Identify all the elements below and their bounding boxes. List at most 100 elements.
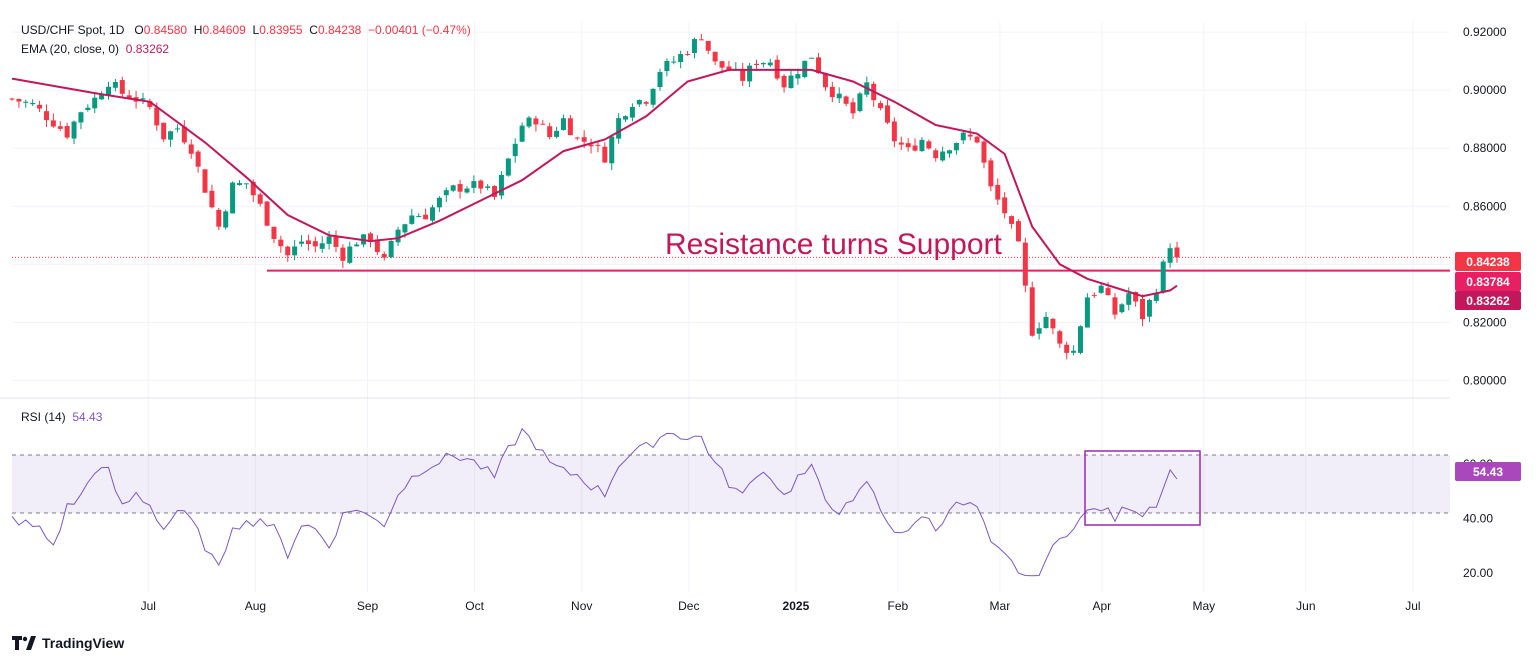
candle-body: [147, 101, 153, 107]
candle-body: [519, 125, 525, 142]
candle-body: [1105, 288, 1111, 296]
candle-body: [829, 86, 835, 98]
candle-body: [326, 236, 332, 244]
candle-body: [126, 95, 132, 99]
candle-body: [443, 190, 449, 196]
candle-body: [257, 194, 263, 204]
price-tick-label: 0.92000: [1463, 25, 1507, 39]
candle-body: [1112, 297, 1118, 315]
candle-body: [698, 39, 704, 41]
high-label: H: [193, 23, 203, 37]
candle-body: [1009, 216, 1015, 224]
candle-body: [1064, 344, 1070, 353]
candle-body: [409, 215, 415, 224]
candle-body: [1084, 297, 1090, 328]
candle-body: [381, 253, 387, 258]
candle-body: [430, 207, 436, 221]
ema-label: EMA (20, close, 0): [21, 42, 120, 56]
candle-body: [347, 246, 353, 263]
ema-price-tag: 0.83262: [1455, 291, 1521, 310]
x-tick-label: Dec: [678, 599, 699, 613]
rsi-value-tag: 54.43: [1455, 462, 1521, 481]
candle-body: [16, 98, 22, 102]
candle-body: [1002, 197, 1008, 214]
rsi-line: [11, 427, 1178, 577]
candle-body: [691, 39, 697, 54]
candle-body: [1126, 293, 1132, 305]
candle-body: [822, 73, 828, 88]
candle-body: [1091, 294, 1097, 296]
x-tick-label: Jun: [1296, 599, 1315, 613]
candle-body: [216, 209, 222, 227]
x-tick-label: Aug: [245, 599, 266, 613]
candle-body: [243, 183, 249, 185]
rsi-label: RSI (14): [21, 410, 66, 424]
candle-body: [581, 137, 587, 142]
candle-body: [947, 150, 953, 154]
candle-body: [560, 118, 566, 130]
candle-body: [898, 142, 904, 145]
candle-body: [933, 150, 939, 159]
candle-body: [1140, 299, 1146, 320]
close-label: C: [309, 23, 318, 37]
tradingview-icon: [12, 636, 36, 650]
low-label: L: [252, 23, 260, 37]
candle-body: [643, 102, 649, 104]
candle-body: [1153, 293, 1159, 301]
candle-body: [140, 98, 146, 100]
rsi-legend: RSI (14) 54.43: [21, 410, 102, 424]
candle-body: [850, 102, 856, 114]
candle-body: [340, 247, 346, 261]
candle-body: [671, 61, 677, 63]
open-value: 0.84580: [143, 23, 188, 37]
candle-body: [1036, 328, 1042, 334]
x-tick-label: Nov: [571, 599, 592, 613]
candle-body: [312, 241, 318, 247]
candle-body: [78, 112, 84, 123]
candle-body: [919, 139, 925, 151]
candle-body: [650, 88, 656, 105]
candle-body: [533, 118, 539, 125]
candle-body: [154, 107, 160, 126]
price-axis: 0.920000.900000.880000.860000.840000.820…: [1463, 25, 1507, 387]
candle-body: [464, 188, 470, 193]
rsi-highlight-box: [1084, 450, 1201, 526]
price-tick-label: 0.86000: [1463, 199, 1507, 213]
candle-body: [747, 65, 753, 82]
candle-body: [471, 181, 477, 188]
candle-body: [250, 181, 256, 196]
candle-body: [264, 201, 270, 226]
candle-body: [878, 103, 884, 109]
candle-body: [588, 144, 594, 147]
candle-body: [595, 144, 601, 146]
price-tick-label: 0.90000: [1463, 83, 1507, 97]
x-tick-label: Mar: [990, 599, 1011, 613]
candle-body: [574, 137, 580, 139]
x-tick-label: Sep: [357, 599, 379, 613]
x-tick-label: May: [1193, 599, 1216, 613]
candle-body: [416, 216, 422, 218]
x-tick-label: Apr: [1093, 599, 1112, 613]
candle-body: [1050, 318, 1056, 329]
ohlc-legend: USD/CHF Spot, 1D O0.84580 H0.84609 L0.83…: [21, 23, 471, 37]
candle-body: [161, 122, 167, 140]
candle-body: [30, 102, 36, 105]
rsi-value: 54.43: [72, 410, 103, 424]
candle-body: [781, 75, 787, 88]
candle-body: [705, 40, 711, 51]
candle-body: [1160, 261, 1166, 293]
candle-body: [1043, 316, 1049, 329]
candle-body: [912, 145, 918, 151]
candle-body: [305, 240, 311, 245]
candle-body: [567, 118, 573, 136]
ema-legend: EMA (20, close, 0) 0.83262: [21, 42, 169, 56]
candle-body: [726, 66, 732, 71]
candle-body: [636, 100, 642, 105]
ema-value: 0.83262: [125, 42, 170, 56]
x-axis: Jul Aug Sep Oct Nov Dec 2025 Feb Mar Apr May Jun Jul: [141, 599, 1421, 613]
candle-body: [92, 97, 98, 109]
candle-body: [1119, 304, 1125, 313]
candle-body: [367, 233, 373, 242]
candle-body: [43, 111, 49, 121]
candle-body: [23, 101, 29, 103]
